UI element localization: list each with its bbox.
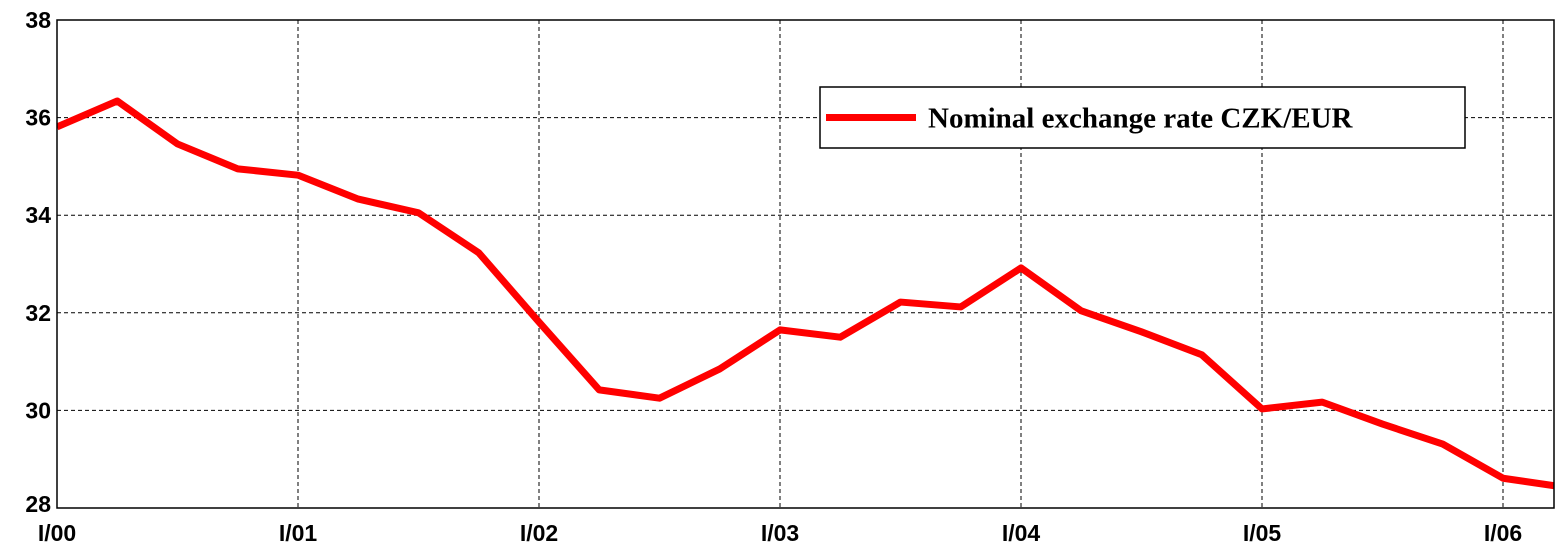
- legend-label: Nominal exchange rate CZK/EUR: [928, 103, 1354, 135]
- x-tick-label: I/03: [761, 520, 799, 546]
- x-tick-label: I/01: [279, 520, 318, 546]
- y-tick-label: 36: [25, 105, 51, 131]
- x-tick-label: I/06: [1484, 520, 1522, 546]
- y-tick-label: 32: [25, 300, 51, 326]
- y-tick-label: 38: [25, 7, 51, 33]
- line-series: [57, 97, 1554, 490]
- x-tick-label: I/05: [1243, 520, 1282, 546]
- x-tick-label: I/02: [520, 520, 558, 546]
- x-tick-label: I/00: [38, 520, 76, 546]
- legend-box: [819, 86, 1466, 149]
- y-tick-label: 34: [25, 202, 51, 228]
- y-tick-label: 30: [25, 397, 51, 423]
- legend: Nominal exchange rate CZK/EUR: [819, 86, 1466, 149]
- plot-frame: [56, 19, 1555, 509]
- y-tick-label: 28: [25, 491, 51, 517]
- x-tick-label: I/04: [1002, 520, 1041, 546]
- plot-area: [57, 97, 1554, 490]
- labels: 28 30 32 34 36 38 I/00 I/01 I/02 I/03 I/04 I/05 I/06: [25, 7, 1522, 546]
